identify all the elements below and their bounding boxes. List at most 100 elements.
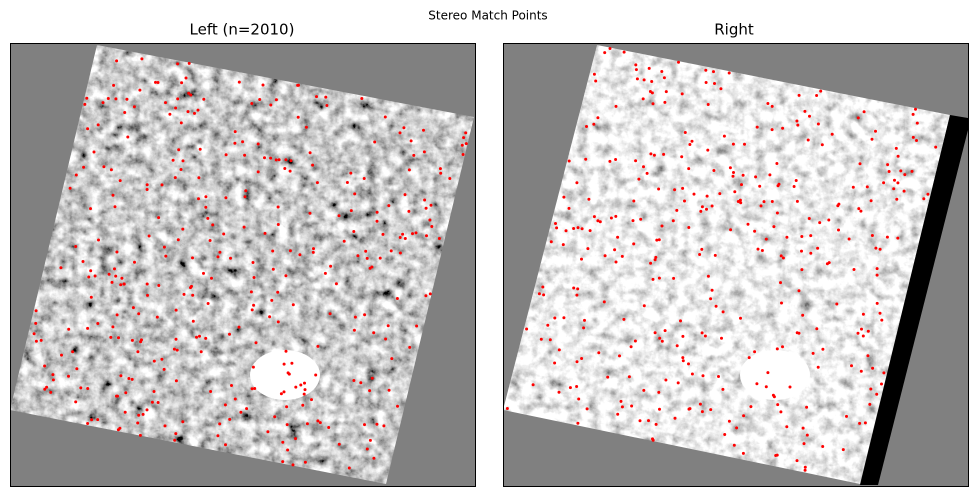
match-point bbox=[296, 115, 300, 119]
match-point bbox=[797, 93, 801, 97]
match-point bbox=[735, 426, 739, 430]
match-point bbox=[160, 357, 164, 361]
match-point bbox=[882, 181, 886, 185]
match-point bbox=[741, 451, 745, 455]
match-point bbox=[771, 393, 775, 397]
match-point bbox=[310, 398, 313, 402]
match-point bbox=[364, 249, 368, 253]
match-point bbox=[874, 246, 878, 250]
match-point bbox=[223, 403, 227, 407]
match-point bbox=[775, 162, 779, 165]
match-point bbox=[580, 227, 584, 231]
match-point bbox=[792, 185, 796, 188]
match-point bbox=[34, 339, 38, 343]
match-point bbox=[138, 88, 142, 92]
match-point bbox=[541, 285, 545, 289]
match-point bbox=[45, 385, 49, 389]
match-point bbox=[875, 273, 879, 277]
match-point bbox=[168, 112, 172, 116]
match-point bbox=[549, 240, 553, 244]
match-point bbox=[718, 192, 722, 196]
match-point bbox=[775, 453, 779, 457]
match-point bbox=[353, 192, 357, 196]
match-point bbox=[136, 350, 140, 354]
match-point bbox=[324, 95, 328, 99]
match-point bbox=[770, 200, 774, 203]
match-point bbox=[634, 159, 638, 163]
match-point bbox=[587, 197, 591, 201]
match-point bbox=[82, 165, 86, 169]
match-point bbox=[251, 261, 255, 264]
match-point bbox=[49, 390, 53, 394]
match-point bbox=[154, 80, 157, 84]
match-point bbox=[721, 310, 725, 314]
match-point bbox=[895, 197, 899, 201]
match-point bbox=[424, 294, 428, 298]
match-point bbox=[237, 80, 241, 84]
match-point bbox=[797, 289, 801, 293]
match-point bbox=[290, 361, 294, 365]
match-point bbox=[553, 361, 557, 365]
match-point bbox=[218, 250, 222, 254]
match-point bbox=[802, 442, 806, 446]
match-point bbox=[875, 301, 879, 305]
match-point bbox=[277, 158, 281, 162]
match-point bbox=[294, 385, 298, 389]
match-point bbox=[894, 146, 898, 150]
match-point bbox=[284, 349, 288, 353]
match-point bbox=[162, 367, 166, 371]
match-point bbox=[196, 108, 200, 112]
match-point bbox=[896, 236, 900, 240]
match-point bbox=[363, 313, 367, 317]
match-point bbox=[130, 377, 134, 381]
match-point bbox=[632, 242, 636, 246]
match-point bbox=[464, 131, 468, 135]
match-point bbox=[700, 247, 704, 251]
match-point bbox=[785, 425, 789, 429]
match-point bbox=[461, 153, 465, 156]
match-point bbox=[700, 205, 704, 209]
match-point bbox=[422, 150, 426, 154]
match-point bbox=[291, 463, 295, 467]
match-point bbox=[597, 351, 601, 355]
match-point bbox=[328, 312, 332, 316]
match-point bbox=[206, 216, 210, 220]
match-point bbox=[347, 466, 351, 470]
match-point bbox=[368, 438, 372, 442]
match-point bbox=[620, 405, 624, 409]
match-point bbox=[437, 237, 441, 240]
match-point bbox=[34, 309, 38, 313]
match-point bbox=[922, 197, 926, 201]
match-point bbox=[138, 433, 142, 437]
match-point bbox=[554, 222, 557, 225]
match-point bbox=[652, 153, 656, 157]
match-point bbox=[681, 186, 685, 190]
match-point bbox=[206, 302, 210, 305]
match-point bbox=[704, 68, 708, 72]
match-point bbox=[835, 302, 839, 306]
match-point bbox=[123, 111, 127, 114]
match-point bbox=[614, 260, 618, 264]
match-point bbox=[700, 331, 704, 335]
match-point bbox=[741, 173, 745, 177]
match-point bbox=[870, 137, 874, 141]
match-point bbox=[74, 245, 78, 248]
match-point bbox=[274, 98, 278, 102]
match-point bbox=[805, 405, 809, 409]
match-point bbox=[706, 148, 710, 152]
match-point bbox=[34, 321, 38, 325]
match-point bbox=[805, 433, 809, 437]
match-point bbox=[841, 448, 845, 452]
match-point bbox=[276, 290, 280, 294]
match-point bbox=[79, 386, 83, 390]
match-point bbox=[733, 190, 737, 194]
match-point bbox=[825, 262, 829, 266]
match-point bbox=[692, 192, 696, 196]
match-point bbox=[191, 256, 194, 260]
match-point bbox=[592, 215, 596, 219]
match-point bbox=[795, 119, 799, 123]
match-point bbox=[548, 338, 552, 342]
match-point bbox=[553, 316, 557, 320]
match-point bbox=[852, 268, 856, 271]
match-point bbox=[414, 231, 418, 235]
